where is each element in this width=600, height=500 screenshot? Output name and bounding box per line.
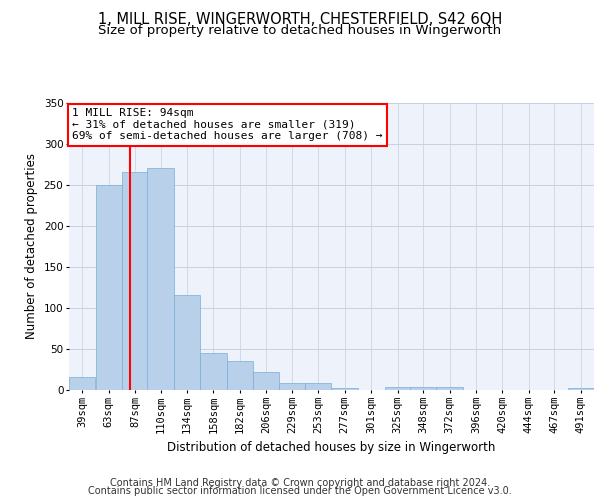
Text: Size of property relative to detached houses in Wingerworth: Size of property relative to detached ho…	[98, 24, 502, 37]
Y-axis label: Number of detached properties: Number of detached properties	[25, 153, 38, 340]
Bar	[148, 168, 173, 390]
Text: 1, MILL RISE, WINGERWORTH, CHESTERFIELD, S42 6QH: 1, MILL RISE, WINGERWORTH, CHESTERFIELD,…	[98, 12, 502, 28]
Bar	[305, 384, 331, 390]
Bar	[95, 184, 122, 390]
Bar	[385, 386, 411, 390]
Bar	[174, 294, 200, 390]
Text: Contains public sector information licensed under the Open Government Licence v3: Contains public sector information licen…	[88, 486, 512, 496]
Bar	[568, 388, 594, 390]
Bar	[253, 372, 280, 390]
Bar	[69, 377, 95, 390]
Bar	[410, 386, 436, 390]
Bar	[122, 172, 148, 390]
Bar	[332, 388, 358, 390]
Text: 1 MILL RISE: 94sqm
← 31% of detached houses are smaller (319)
69% of semi-detach: 1 MILL RISE: 94sqm ← 31% of detached hou…	[73, 108, 383, 142]
X-axis label: Distribution of detached houses by size in Wingerworth: Distribution of detached houses by size …	[167, 442, 496, 454]
Bar	[200, 353, 227, 390]
Bar	[436, 386, 463, 390]
Bar	[279, 384, 305, 390]
Bar	[227, 361, 253, 390]
Text: Contains HM Land Registry data © Crown copyright and database right 2024.: Contains HM Land Registry data © Crown c…	[110, 478, 490, 488]
